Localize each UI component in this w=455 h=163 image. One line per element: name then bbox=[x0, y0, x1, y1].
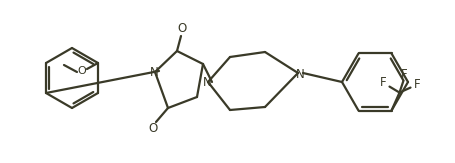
Text: F: F bbox=[380, 76, 387, 89]
Text: O: O bbox=[78, 66, 86, 76]
Text: N: N bbox=[296, 67, 304, 81]
Text: F: F bbox=[414, 78, 421, 91]
Text: N: N bbox=[202, 76, 212, 89]
Text: O: O bbox=[177, 22, 187, 36]
Text: O: O bbox=[148, 123, 157, 135]
Text: F: F bbox=[401, 68, 408, 81]
Text: N: N bbox=[150, 67, 158, 80]
